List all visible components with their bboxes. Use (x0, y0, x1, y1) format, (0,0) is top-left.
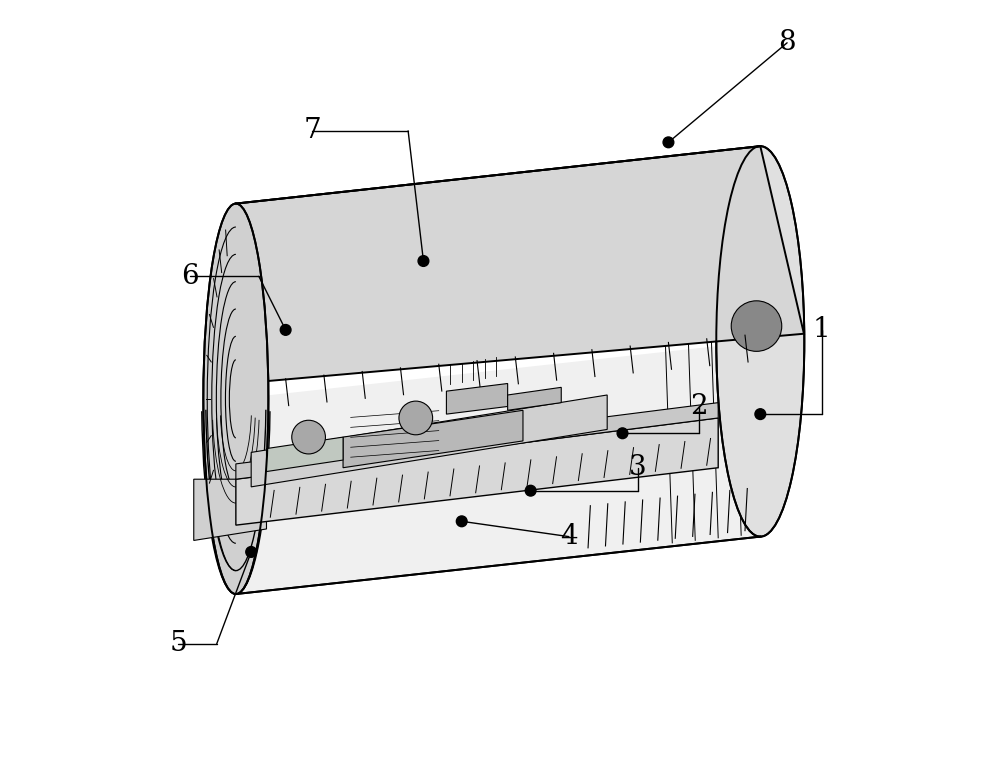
Circle shape (418, 255, 429, 266)
Circle shape (246, 547, 257, 558)
Polygon shape (343, 410, 523, 468)
Polygon shape (508, 387, 561, 410)
Polygon shape (446, 384, 508, 414)
Polygon shape (236, 341, 760, 594)
Circle shape (292, 420, 325, 454)
Circle shape (456, 516, 467, 527)
Circle shape (663, 137, 674, 148)
Ellipse shape (716, 146, 804, 537)
Polygon shape (194, 479, 266, 541)
Text: 3: 3 (629, 454, 647, 481)
Circle shape (280, 324, 291, 335)
Circle shape (617, 428, 628, 439)
Text: 4: 4 (560, 523, 578, 550)
Polygon shape (251, 395, 607, 487)
Circle shape (755, 409, 766, 420)
Text: 2: 2 (690, 393, 708, 420)
Circle shape (731, 301, 782, 351)
Polygon shape (236, 146, 804, 384)
Text: 1: 1 (813, 317, 830, 344)
Text: 8: 8 (778, 29, 796, 56)
Polygon shape (266, 437, 343, 472)
Ellipse shape (203, 203, 268, 594)
Text: 7: 7 (304, 117, 321, 144)
Polygon shape (236, 418, 718, 525)
Polygon shape (760, 146, 802, 537)
Circle shape (399, 401, 433, 435)
Text: 5: 5 (170, 630, 187, 657)
Text: 6: 6 (181, 263, 199, 290)
Circle shape (525, 486, 536, 496)
Polygon shape (236, 403, 718, 479)
